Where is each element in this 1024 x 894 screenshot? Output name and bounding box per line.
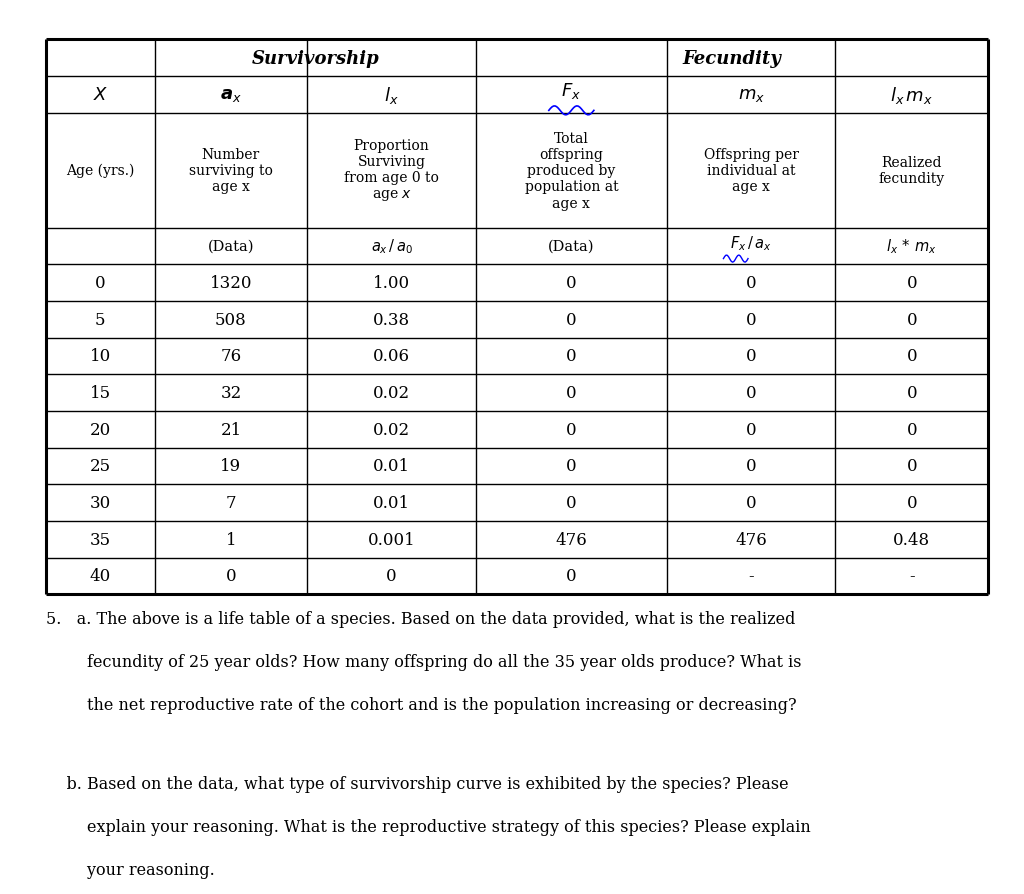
Text: $\mathit{F}_x$: $\mathit{F}_x$ [561,80,582,101]
Text: $\mathbfit{a}_x$: $\mathbfit{a}_x$ [220,86,242,104]
Text: Realized
fecundity: Realized fecundity [879,156,945,186]
Text: 508: 508 [215,311,247,328]
Text: 76: 76 [220,348,242,365]
Text: $\mathit{m}_x$: $\mathit{m}_x$ [737,86,765,104]
Text: 0: 0 [566,494,577,511]
Text: 0.01: 0.01 [373,494,411,511]
Text: 0: 0 [566,311,577,328]
Text: 7: 7 [225,494,237,511]
Text: 0.001: 0.001 [368,531,416,548]
Text: 0: 0 [566,458,577,475]
Text: 0.06: 0.06 [373,348,411,365]
Text: (Data): (Data) [548,240,595,254]
Text: $l_x\,*\,m_x$: $l_x\,*\,m_x$ [887,238,937,256]
Text: 0: 0 [906,458,918,475]
Text: 0: 0 [906,348,918,365]
Text: -: - [749,568,754,585]
Text: 0: 0 [566,421,577,438]
Text: Offspring per
individual at
age x: Offspring per individual at age x [703,148,799,194]
Text: 5.   a. The above is a life table of a species. Based on the data provided, what: 5. a. The above is a life table of a spe… [46,611,796,628]
Text: 0: 0 [745,348,757,365]
Text: 0: 0 [906,311,918,328]
Text: $\mathit{l}_x$: $\mathit{l}_x$ [384,85,399,105]
Text: Total
offspring
produced by
population at
age x: Total offspring produced by population a… [524,131,618,210]
Text: the net reproductive rate of the cohort and is the population increasing or decr: the net reproductive rate of the cohort … [46,696,797,713]
Text: $\mathit{F}_x\,/\,a_x$: $\mathit{F}_x\,/\,a_x$ [730,234,772,252]
Text: 0: 0 [225,568,237,585]
Text: 0: 0 [745,494,757,511]
Text: 0: 0 [95,274,105,291]
Text: 0: 0 [566,274,577,291]
Text: 0.02: 0.02 [373,421,411,438]
Text: 0: 0 [745,274,757,291]
Text: 32: 32 [220,384,242,401]
Text: 0: 0 [745,458,757,475]
Text: 40: 40 [90,568,111,585]
Text: 476: 476 [735,531,767,548]
Text: 1320: 1320 [210,274,252,291]
Text: 0.02: 0.02 [373,384,411,401]
Text: 0: 0 [566,568,577,585]
Text: -: - [909,568,914,585]
Text: 19: 19 [220,458,242,475]
Text: 0: 0 [906,384,918,401]
Text: 21: 21 [220,421,242,438]
Text: 10: 10 [90,348,111,365]
Text: 15: 15 [90,384,111,401]
Text: (Data): (Data) [208,240,254,254]
Text: Age (yrs.): Age (yrs.) [67,164,134,178]
Text: 0: 0 [386,568,397,585]
Text: 0: 0 [745,384,757,401]
Text: 0.01: 0.01 [373,458,411,475]
Text: 35: 35 [90,531,111,548]
Text: 0: 0 [906,274,918,291]
Text: 0.38: 0.38 [373,311,411,328]
Text: 0: 0 [566,384,577,401]
Text: Number
surviving to
age x: Number surviving to age x [189,148,273,194]
Text: 0: 0 [906,421,918,438]
Text: fecundity of 25 year olds? How many offspring do all the 35 year olds produce? W: fecundity of 25 year olds? How many offs… [46,654,802,670]
Text: 1.00: 1.00 [373,274,411,291]
Text: 0: 0 [745,311,757,328]
Text: Fecundity: Fecundity [683,49,781,68]
Text: $a_x\,/\,a_0$: $a_x\,/\,a_0$ [371,238,413,256]
Text: 0.48: 0.48 [893,531,930,548]
Text: your reasoning.: your reasoning. [46,861,215,878]
Text: 476: 476 [555,531,587,548]
Text: 1: 1 [225,531,237,548]
Text: 5: 5 [95,311,105,328]
Text: 25: 25 [90,458,111,475]
Text: 30: 30 [90,494,111,511]
Text: Proportion
Surviving
from age 0 to
age $x$: Proportion Surviving from age 0 to age $… [344,139,439,203]
Text: 0: 0 [745,421,757,438]
Text: 0: 0 [566,348,577,365]
Text: $\mathit{X}$: $\mathit{X}$ [92,86,108,104]
Text: $\mathit{l}_x\,\mathit{m}_x$: $\mathit{l}_x\,\mathit{m}_x$ [890,85,933,105]
Text: 0: 0 [906,494,918,511]
Text: explain your reasoning. What is the reproductive strategy of this species? Pleas: explain your reasoning. What is the repr… [46,818,811,835]
Text: 20: 20 [90,421,111,438]
Text: b. Based on the data, what type of survivorship curve is exhibited by the specie: b. Based on the data, what type of survi… [46,775,788,792]
Text: Survivorship: Survivorship [251,49,379,68]
